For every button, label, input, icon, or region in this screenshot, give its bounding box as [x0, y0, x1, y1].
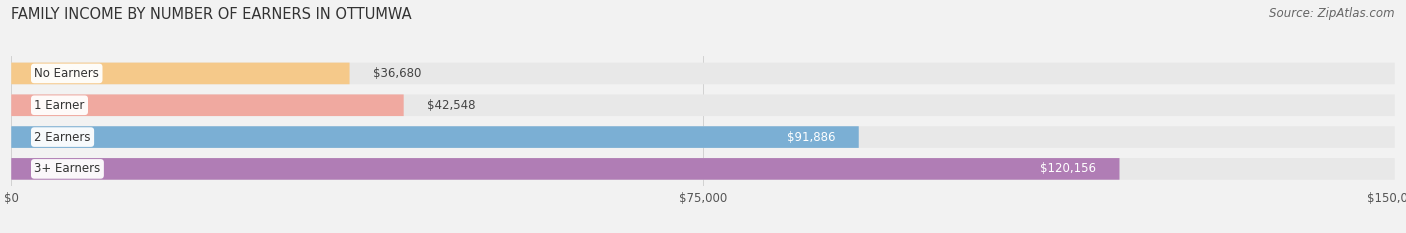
Text: $91,886: $91,886: [787, 130, 835, 144]
FancyBboxPatch shape: [11, 63, 350, 84]
Text: $36,680: $36,680: [373, 67, 420, 80]
FancyBboxPatch shape: [11, 63, 1395, 84]
FancyBboxPatch shape: [11, 126, 1395, 148]
Text: FAMILY INCOME BY NUMBER OF EARNERS IN OTTUMWA: FAMILY INCOME BY NUMBER OF EARNERS IN OT…: [11, 7, 412, 22]
Text: $42,548: $42,548: [427, 99, 475, 112]
Text: 1 Earner: 1 Earner: [34, 99, 84, 112]
Text: $120,156: $120,156: [1040, 162, 1097, 175]
Text: 3+ Earners: 3+ Earners: [34, 162, 101, 175]
FancyBboxPatch shape: [11, 126, 859, 148]
FancyBboxPatch shape: [11, 158, 1395, 180]
FancyBboxPatch shape: [11, 158, 1119, 180]
Text: No Earners: No Earners: [34, 67, 100, 80]
Text: Source: ZipAtlas.com: Source: ZipAtlas.com: [1270, 7, 1395, 20]
FancyBboxPatch shape: [11, 94, 404, 116]
Text: 2 Earners: 2 Earners: [34, 130, 91, 144]
FancyBboxPatch shape: [11, 94, 1395, 116]
